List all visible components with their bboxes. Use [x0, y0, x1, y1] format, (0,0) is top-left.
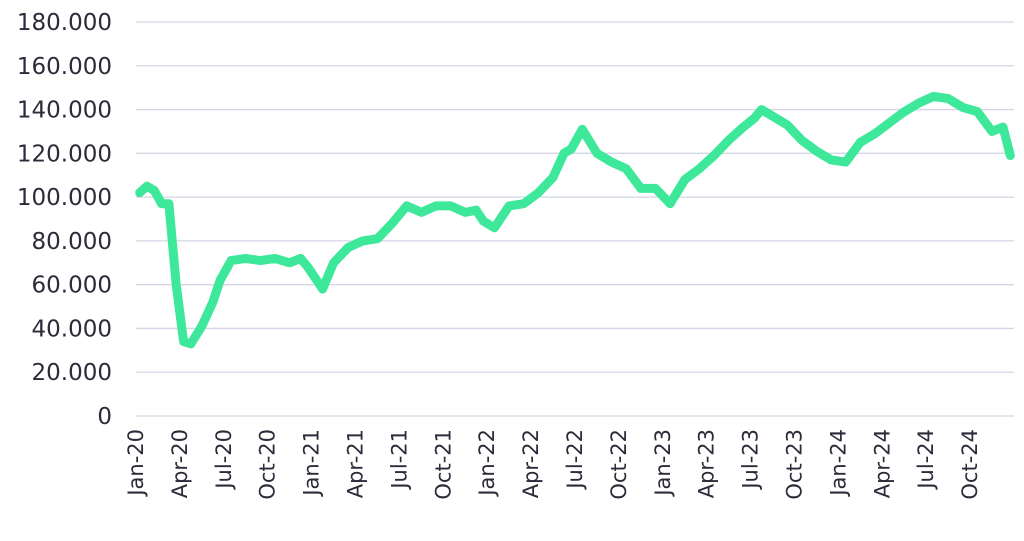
y-tick-label: 140.000 — [17, 98, 112, 124]
x-tick-label: Jan-21 — [300, 429, 324, 498]
x-tick-label: Jul-22 — [563, 429, 587, 491]
x-tick-label: Oct-24 — [958, 429, 982, 500]
x-tick-label: Apr-20 — [168, 429, 192, 498]
x-tick-label: Jan-22 — [475, 429, 499, 498]
x-tick-label: Oct-21 — [431, 429, 455, 500]
x-tick-label: Apr-23 — [695, 429, 719, 498]
x-tick-label: Oct-20 — [256, 429, 280, 500]
x-tick-label: Oct-22 — [607, 429, 631, 500]
x-tick-label: Jan-24 — [826, 429, 850, 498]
x-tick-label: Jul-21 — [387, 429, 411, 491]
x-tick-label: Jan-23 — [651, 429, 675, 498]
y-tick-label: 0 — [97, 404, 112, 430]
x-tick-label: Jul-24 — [914, 429, 938, 491]
y-tick-label: 20.000 — [32, 360, 112, 386]
x-tick-label: Jan-20 — [124, 429, 148, 498]
y-tick-label: 120.000 — [17, 141, 112, 167]
y-tick-label: 180.000 — [17, 10, 112, 36]
series-line — [135, 91, 1015, 349]
y-tick-label: 40.000 — [32, 316, 112, 342]
y-tick-label: 80.000 — [32, 229, 112, 255]
x-tick-label: Oct-23 — [783, 429, 807, 500]
x-tick-label: Apr-21 — [344, 429, 368, 498]
x-tick-label: Jul-23 — [739, 429, 763, 491]
y-tick-label: 160.000 — [17, 54, 112, 80]
x-tick-label: Apr-24 — [870, 429, 894, 498]
x-tick-label: Apr-22 — [519, 429, 543, 498]
y-tick-label: 60.000 — [32, 273, 112, 299]
x-tick-label: Jul-20 — [212, 429, 236, 491]
y-tick-label: 100.000 — [17, 185, 112, 211]
